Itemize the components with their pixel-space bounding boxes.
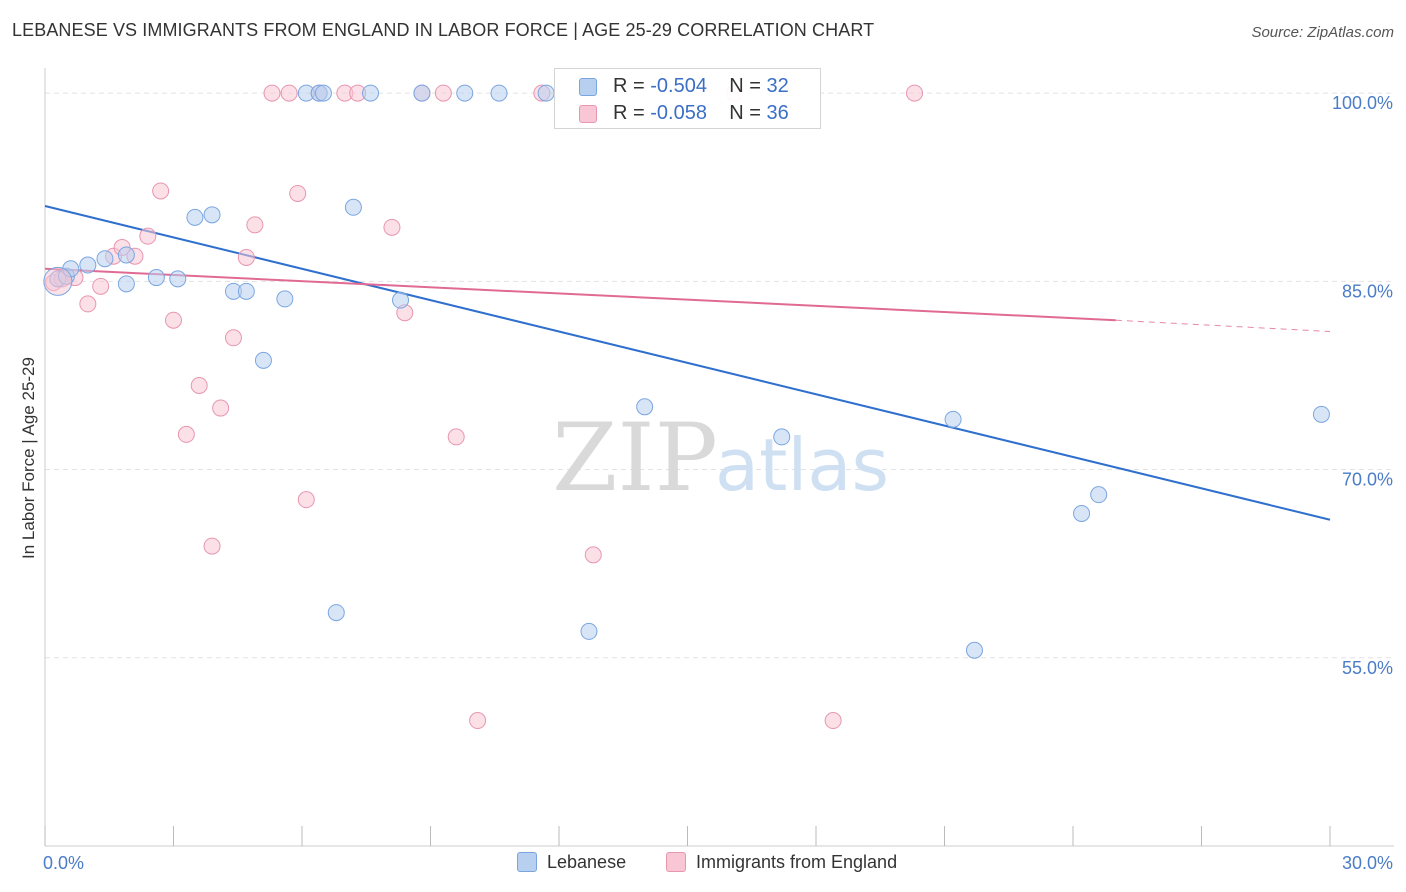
data-point-england: [906, 84, 924, 102]
data-point-england: [79, 295, 97, 313]
data-point-lebanese: [636, 398, 654, 416]
data-point-lebanese: [186, 208, 204, 226]
data-point-lebanese: [169, 270, 187, 288]
data-point-lebanese: [456, 84, 474, 102]
bottom-legend-swatch-england: [666, 852, 686, 872]
data-point-england: [280, 84, 298, 102]
x-tick-label: 30.0%: [1342, 853, 1393, 873]
watermark-atlas: atlas: [715, 423, 889, 507]
data-point-lebanese: [203, 206, 221, 224]
data-point-england: [177, 425, 195, 443]
data-point-lebanese: [237, 282, 255, 300]
y-tick-label: 100.0%: [1332, 93, 1393, 113]
data-point-lebanese: [537, 84, 555, 102]
data-point-england: [824, 712, 842, 730]
data-point-lebanese: [490, 84, 508, 102]
lebanese-points: [43, 84, 1330, 659]
data-point-lebanese: [392, 291, 410, 309]
bottom-legend-england: Immigrants from England: [666, 852, 897, 873]
data-point-lebanese: [1073, 504, 1091, 522]
data-point-lebanese: [96, 250, 114, 268]
y-tick-label: 70.0%: [1342, 470, 1393, 490]
data-point-lebanese: [117, 275, 135, 293]
y-axis-title: In Labor Force | Age 25-29: [19, 357, 38, 559]
bottom-legend-label-lebanese: Lebanese: [547, 852, 627, 872]
data-point-lebanese: [276, 290, 294, 308]
data-point-lebanese: [965, 641, 983, 659]
tick-labels: 100.0% 85.0% 70.0% 55.0% 0.0% 30.0%: [43, 93, 1393, 873]
trend-line-lebanese: [44, 205, 1331, 521]
bottom-legend-lebanese: Lebanese: [517, 852, 626, 873]
data-point-lebanese: [413, 84, 431, 102]
legend-swatch-england: [579, 105, 597, 123]
axes: [44, 68, 1394, 847]
source-label: Source: ZipAtlas.com: [1251, 24, 1394, 41]
legend-r-label: R =: [613, 102, 645, 124]
grid-lines: [45, 92, 1394, 659]
data-point-england: [92, 277, 110, 295]
data-point-lebanese: [1090, 486, 1108, 504]
bottom-legend-swatch-lebanese: [517, 852, 537, 872]
data-point-lebanese: [79, 256, 97, 274]
data-point-lebanese: [344, 198, 362, 216]
data-point-lebanese: [327, 604, 345, 622]
stats-legend: R = -0.504 N = 32 R = -0.058 N = 36: [554, 68, 821, 129]
chart-title: LEBANESE VS IMMIGRANTS FROM ENGLAND IN L…: [12, 20, 875, 40]
data-point-england: [224, 329, 242, 347]
data-point-lebanese: [254, 351, 272, 369]
data-point-lebanese: [944, 410, 962, 428]
data-point-lebanese: [117, 246, 135, 264]
trend-lines: [44, 205, 1331, 521]
data-point-cluster: [43, 266, 73, 296]
data-point-lebanese: [773, 428, 791, 446]
data-point-england: [434, 84, 452, 102]
legend-n-value: 32: [766, 75, 789, 97]
data-point-england: [469, 712, 487, 730]
watermark-zip: ZIP: [552, 404, 718, 513]
data-point-england: [203, 537, 221, 555]
data-point-england: [246, 216, 264, 234]
data-point-lebanese: [1312, 405, 1330, 423]
legend-n-label: N =: [729, 75, 761, 97]
y-tick-label: 55.0%: [1342, 658, 1393, 678]
data-point-england: [383, 218, 401, 236]
england-points: [45, 84, 924, 730]
legend-r-value: -0.058: [650, 102, 707, 124]
legend-swatch-lebanese: [579, 78, 597, 96]
data-point-england: [263, 84, 281, 102]
data-point-england: [584, 546, 602, 564]
legend-n-value: 36: [766, 102, 789, 124]
bottom-legend-label-england: Immigrants from England: [696, 852, 898, 872]
data-point-england: [212, 399, 230, 417]
data-point-england: [152, 182, 170, 200]
data-point-lebanese: [362, 84, 380, 102]
data-point-england: [237, 248, 255, 266]
watermark: ZIP atlas: [552, 404, 889, 513]
data-point-lebanese: [314, 84, 332, 102]
legend-n-label: N =: [729, 102, 761, 124]
legend-r-label: R =: [613, 75, 645, 97]
data-point-england: [297, 491, 315, 509]
legend-r-value: -0.504: [650, 75, 707, 97]
data-point-england: [139, 227, 157, 245]
y-tick-label: 85.0%: [1342, 281, 1393, 301]
trend-line-england-extension: [1115, 319, 1331, 333]
data-point-england: [289, 184, 307, 202]
data-point-lebanese: [580, 622, 598, 640]
data-point-england: [165, 311, 182, 329]
x-tick-label: 0.0%: [43, 853, 84, 873]
data-point-england: [190, 376, 208, 394]
data-point-lebanese: [147, 269, 165, 287]
trend-line-england: [44, 267, 1116, 322]
data-point-england: [447, 428, 465, 446]
